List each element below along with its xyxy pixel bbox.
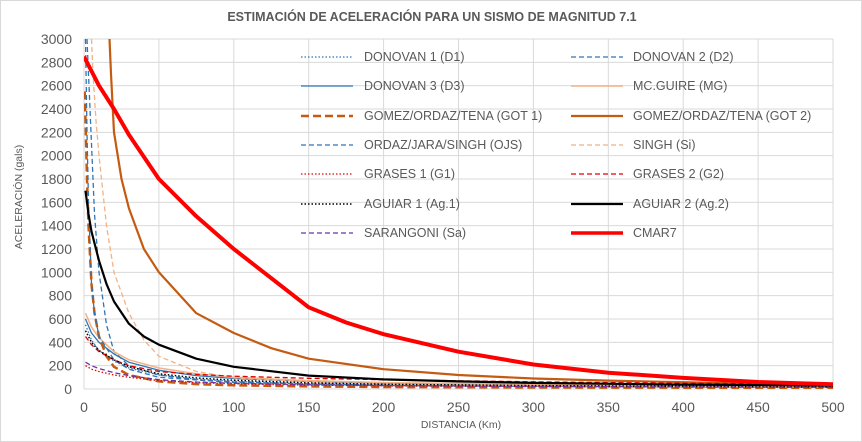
legend-label: DONOVAN 3 (D3) (364, 79, 465, 94)
series-line-1 (84, 324, 834, 388)
legend-item: GOMEZ/ORDAZ/TENA (GOT 1) (301, 108, 542, 124)
y-tick-label: 1600 (41, 194, 72, 210)
x-tick-label: 0 (80, 399, 88, 415)
y-tick-label: 2600 (41, 78, 72, 94)
series-line-13 (85, 361, 834, 388)
legend-swatch (301, 144, 353, 146)
series-line-6 (108, 39, 834, 386)
legend-swatch (571, 173, 623, 175)
y-tick-label: 400 (49, 334, 73, 350)
legend-swatch (571, 85, 623, 88)
legend-label: CMAR7 (633, 225, 677, 240)
legend-item: DONOVAN 3 (D3) (301, 78, 464, 94)
x-axis-label: DISTANCIA (Km) (420, 419, 502, 431)
legend-item: SINGH (Si) (571, 137, 696, 153)
legend-item: SARANGONI (Sa) (301, 225, 466, 241)
series-line-11 (84, 330, 834, 388)
legend-item: GOMEZ/ORDAZ/TENA (GOT 2) (571, 108, 811, 124)
legend-swatch (571, 114, 623, 117)
y-tick-label: 2400 (41, 101, 72, 117)
x-tick-label: 400 (672, 399, 696, 415)
legend-item: GRASES 2 (G2) (571, 166, 724, 182)
legend-label: SARANGONI (Sa) (364, 225, 467, 240)
series-line-14 (84, 55, 834, 387)
series-line-12 (84, 190, 834, 387)
x-tick-label: 100 (222, 399, 246, 415)
legend-label: GRASES 2 (G2) (633, 167, 724, 182)
legend-swatch (571, 231, 623, 235)
y-tick-label: 3000 (41, 31, 72, 47)
legend-label: SINGH (Si) (633, 137, 696, 152)
x-tick-label: 450 (746, 399, 770, 415)
legend-swatch (301, 232, 353, 234)
legend-swatch (301, 56, 353, 58)
x-tick-label: 500 (821, 399, 845, 415)
legend-label: DONOVAN 2 (D2) (633, 50, 734, 64)
y-tick-label: 0 (64, 381, 72, 397)
legend-label: AGUIAR 2 (Ag.2) (633, 196, 729, 211)
y-tick-label: 1800 (41, 171, 72, 187)
legend-item: AGUIAR 2 (Ag.2) (571, 196, 729, 212)
legend-item: ORDAZ/JARA/SINGH (OJS) (301, 137, 522, 153)
y-tick-label: 2800 (41, 54, 72, 70)
y-tick-label: 1400 (41, 218, 72, 234)
legend-swatch (571, 202, 623, 205)
series-line-10 (84, 336, 834, 385)
legend-swatch (301, 202, 353, 205)
legend-swatch (571, 144, 623, 146)
y-tick-label: 1000 (41, 264, 72, 280)
legend-label: AGUIAR 1 (Ag.1) (364, 196, 460, 211)
x-tick-label: 350 (597, 399, 621, 415)
legend-item: DONOVAN 2 (D2) (571, 49, 733, 65)
legend-item: MC.GUIRE (MG) (571, 78, 727, 94)
legend-item: DONOVAN 1 (D1) (301, 49, 464, 65)
y-tick-label: 2000 (41, 148, 72, 164)
legend-label: ORDAZ/JARA/SINGH (OJS) (364, 137, 523, 152)
y-tick-label: 800 (49, 288, 73, 304)
legend-label: DONOVAN 1 (D1) (364, 50, 465, 64)
legend-item: AGUIAR 1 (Ag.1) (301, 196, 460, 212)
legend-label: GOMEZ/ORDAZ/TENA (GOT 2) (633, 108, 812, 123)
x-tick-label: 50 (151, 399, 167, 415)
legend-swatch (571, 56, 623, 58)
x-tick-label: 150 (297, 399, 321, 415)
legend-label: MC.GUIRE (MG) (633, 79, 728, 94)
y-tick-label: 200 (49, 358, 73, 374)
legend-label: GOMEZ/ORDAZ/TENA (GOT 1) (364, 108, 543, 123)
y-tick-label: 1200 (41, 241, 72, 257)
chart-title: ESTIMACIÓN DE ACELERACIÓN PARA UN SISMO … (227, 10, 637, 24)
y-tick-label: 2200 (41, 124, 72, 140)
y-tick-label: 600 (49, 311, 73, 327)
legend-item: GRASES 1 (G1) (301, 166, 455, 182)
legend-swatch (301, 173, 353, 175)
legend-swatch (301, 114, 353, 117)
legend-label: GRASES 1 (G1) (364, 167, 455, 182)
x-tick-label: 300 (522, 399, 546, 415)
legend-swatch (301, 85, 353, 87)
x-tick-label: 200 (372, 399, 396, 415)
legend-item: CMAR7 (571, 225, 677, 241)
x-tick-label: 250 (447, 399, 471, 415)
